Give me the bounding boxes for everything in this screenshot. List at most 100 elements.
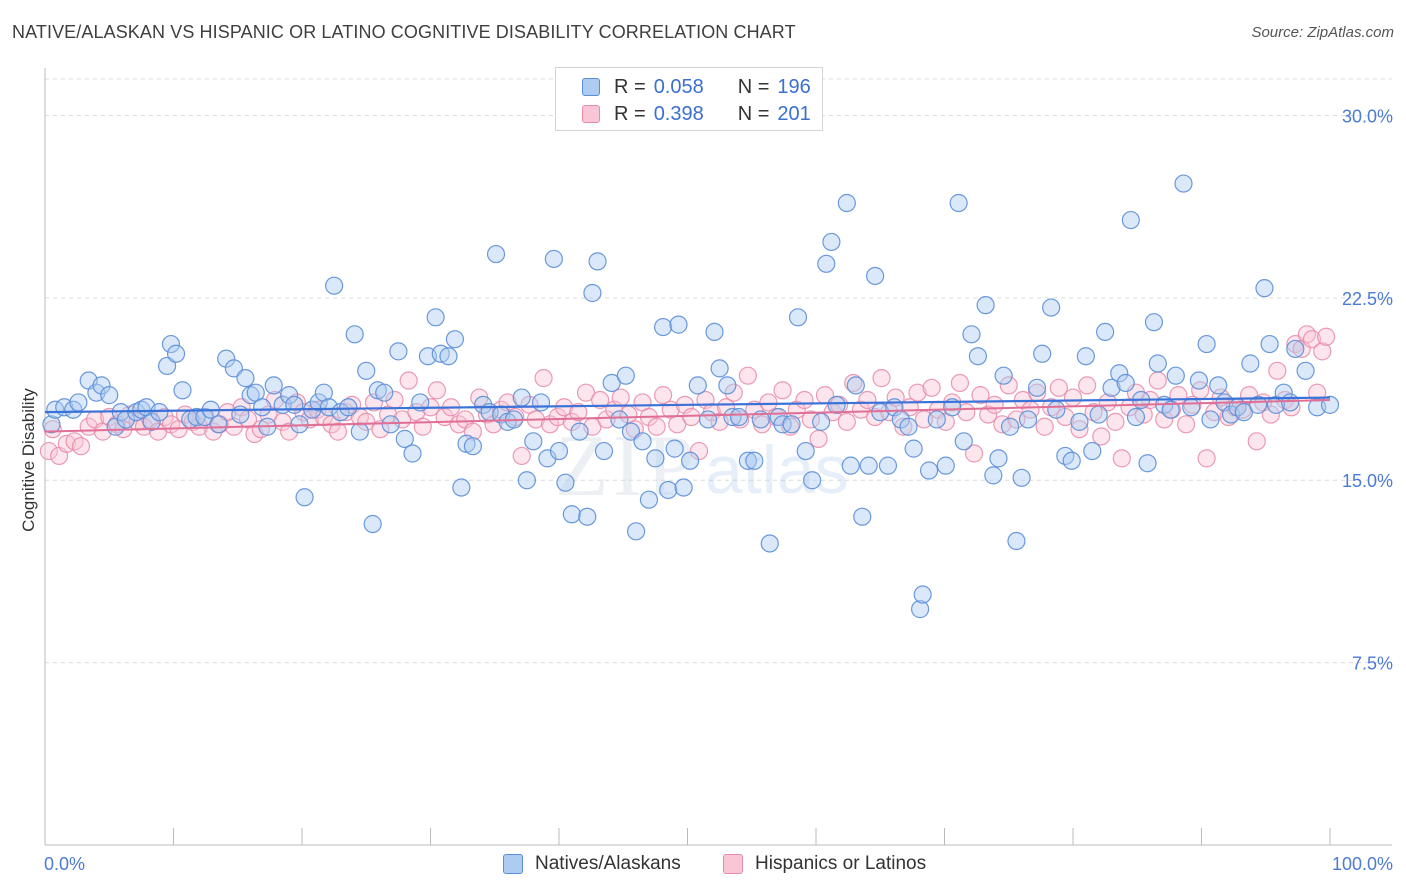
hispanics-point	[795, 390, 814, 410]
hispanics-point	[964, 444, 984, 463]
natives-point	[1138, 454, 1157, 473]
natives-point	[1248, 395, 1268, 414]
natives-point	[280, 386, 299, 405]
natives-point	[1182, 398, 1201, 417]
natives-point	[1018, 410, 1038, 429]
legend-r-key: R =	[614, 102, 646, 125]
hispanics-point	[971, 386, 990, 405]
natives-point	[729, 407, 749, 427]
hispanics-point	[858, 390, 877, 410]
natives-point	[853, 507, 872, 526]
natives-point	[583, 283, 602, 303]
legend-n-value: 201	[777, 102, 811, 125]
natives-point	[1096, 322, 1115, 342]
natives-point	[426, 308, 445, 327]
hispanics-point	[1247, 432, 1266, 451]
natives-point	[954, 432, 973, 451]
hispanics-point	[287, 393, 306, 412]
hispanics-point	[1297, 325, 1316, 344]
natives-point	[1234, 403, 1254, 422]
natives-point	[325, 276, 344, 295]
bottom-legend-label-hispanics: Hispanics or Latinos	[755, 853, 927, 874]
y-tick-label: 22.5%	[1342, 289, 1393, 309]
x-tick-label-min: 0.0%	[44, 854, 85, 874]
y-axis-label: Cognitive Disability	[19, 388, 38, 532]
hispanics-point	[534, 369, 553, 388]
hispanics-point	[872, 369, 891, 388]
natives-point	[698, 410, 718, 429]
natives-point	[1144, 313, 1164, 332]
natives-point	[646, 449, 665, 468]
natives-point	[669, 315, 688, 334]
natives-point	[710, 359, 729, 378]
natives-point	[859, 456, 878, 475]
natives-point	[389, 342, 408, 361]
natives-point	[846, 376, 865, 395]
hispanics-point	[280, 422, 299, 441]
natives-point	[989, 449, 1008, 468]
natives-point	[463, 437, 483, 456]
natives-point	[665, 439, 684, 458]
natives-point	[1047, 400, 1066, 419]
chart-title: NATIVE/ALASKAN VS HISPANIC OR LATINO COG…	[12, 22, 796, 42]
natives-point	[309, 393, 328, 412]
natives-point	[1166, 366, 1185, 385]
natives-point	[187, 407, 206, 427]
natives-point	[927, 410, 946, 429]
hispanics-point	[1261, 405, 1280, 424]
natives-point	[166, 344, 186, 363]
bottom-legend-swatch-hispanics	[723, 854, 743, 874]
natives-point	[1089, 405, 1108, 424]
hispanics-point	[866, 407, 885, 427]
hispanics-point	[1070, 420, 1089, 439]
hispanics-trend-line	[44, 398, 1331, 433]
natives-point	[1083, 441, 1102, 461]
hispanics-point	[1078, 376, 1097, 395]
hispanics-point	[1063, 388, 1083, 407]
bottom-legend-swatch-natives	[503, 854, 523, 874]
hispanics-point	[985, 395, 1004, 414]
natives-point	[562, 505, 581, 524]
natives-point	[1076, 347, 1095, 366]
natives-points	[42, 174, 1340, 619]
natives-point	[633, 432, 652, 451]
natives-point	[738, 451, 757, 470]
natives-point	[659, 480, 678, 500]
natives-point	[439, 347, 458, 366]
natives-point	[544, 249, 563, 269]
y-tick-label: 30.0%	[1342, 106, 1393, 126]
natives-point	[556, 473, 575, 492]
natives-point	[253, 398, 272, 417]
hispanics-point	[922, 378, 941, 397]
natives-point	[705, 322, 724, 342]
natives-point	[680, 451, 700, 470]
natives-point	[363, 514, 382, 534]
legend-row-hispanics: R = 0.398 N = 201	[582, 102, 811, 126]
natives-point	[803, 471, 822, 490]
natives-point	[962, 325, 981, 344]
hispanics-point	[809, 429, 828, 448]
natives-point	[217, 349, 236, 368]
natives-point	[588, 252, 607, 271]
hispanics-point	[682, 407, 701, 427]
x-tick-label-max: 100.0%	[1332, 854, 1393, 874]
natives-point	[1286, 339, 1305, 359]
natives-point	[1296, 361, 1315, 380]
natives-point	[878, 456, 898, 475]
natives-point	[968, 347, 988, 366]
natives-point	[570, 422, 589, 441]
natives-point	[403, 444, 422, 463]
natives-point	[92, 376, 111, 395]
natives-point	[264, 376, 283, 395]
natives-point	[339, 398, 358, 417]
natives-point	[1000, 417, 1020, 436]
hispanics-point	[413, 417, 432, 436]
hispanics-point	[894, 417, 913, 436]
natives-point	[350, 422, 369, 441]
natives-point	[285, 395, 304, 414]
natives-point	[653, 317, 673, 337]
natives-point	[1102, 378, 1121, 397]
hispanics-point	[371, 420, 390, 439]
natives-point	[936, 456, 955, 475]
natives-point	[1148, 354, 1167, 373]
